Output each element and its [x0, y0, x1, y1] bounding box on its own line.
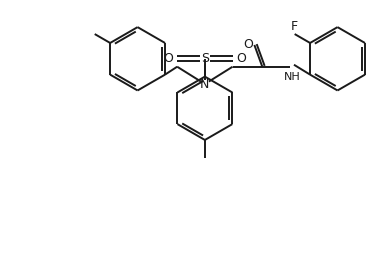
- Text: F: F: [291, 20, 298, 33]
- Text: O: O: [243, 38, 253, 51]
- Text: NH: NH: [284, 72, 300, 82]
- Text: O: O: [236, 52, 247, 65]
- Text: O: O: [163, 52, 173, 65]
- Text: S: S: [201, 52, 209, 65]
- Text: N: N: [200, 78, 210, 91]
